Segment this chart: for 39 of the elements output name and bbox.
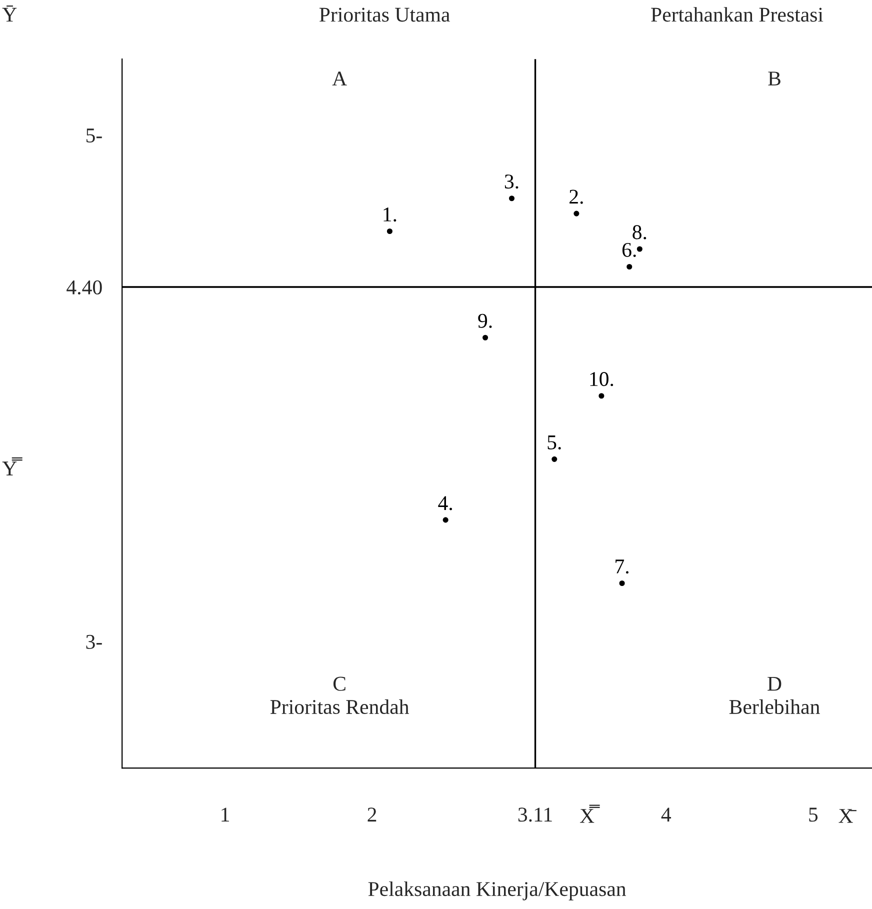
y-tick-label: 4.40 bbox=[66, 280, 102, 295]
point bbox=[598, 393, 604, 399]
series-label: 7. bbox=[616, 560, 628, 574]
x-tick-label: 3.11 bbox=[518, 808, 552, 822]
point bbox=[386, 228, 392, 234]
series-label: 1. bbox=[384, 208, 396, 222]
annotation: C Prioritas Rendah bbox=[270, 676, 410, 714]
series-label: 8. bbox=[632, 225, 646, 240]
x-axis-title: Pelaksanaan Kinerja/Kepuasan bbox=[368, 881, 626, 900]
series-label: 3. bbox=[504, 174, 518, 189]
y-tick-label: 5- bbox=[86, 128, 102, 142]
text: Pertahankan Prestasi bbox=[651, 7, 824, 22]
text: Y̿ bbox=[2, 457, 22, 476]
y-tick-label: 3- bbox=[86, 634, 102, 649]
point bbox=[508, 196, 515, 202]
annotation: D Berlebihan bbox=[729, 676, 820, 714]
x-tick-label: 1 bbox=[222, 808, 229, 822]
x-tick-label: 2 bbox=[368, 808, 376, 822]
annotation: A bbox=[332, 72, 347, 86]
annotation: B bbox=[768, 72, 780, 86]
text: Ȳ bbox=[2, 6, 17, 22]
point bbox=[574, 210, 580, 216]
series-label: 2. bbox=[570, 190, 583, 204]
point bbox=[442, 517, 448, 523]
series-label: 4. bbox=[438, 496, 452, 510]
point bbox=[552, 456, 558, 462]
text: X̿ bbox=[580, 804, 600, 823]
x-tick-label: 4 bbox=[661, 808, 672, 822]
series-label: 5. bbox=[548, 436, 561, 450]
point bbox=[626, 264, 632, 270]
series-label: 9. bbox=[478, 314, 492, 328]
point bbox=[636, 246, 642, 252]
text: X̄ bbox=[838, 809, 856, 823]
point bbox=[619, 580, 625, 586]
text: Prioritas Utama bbox=[319, 8, 450, 22]
series-label: 10. bbox=[590, 372, 614, 386]
point bbox=[482, 334, 488, 340]
series-label: 6. bbox=[622, 242, 636, 258]
x-tick-label: 5 bbox=[809, 808, 818, 822]
